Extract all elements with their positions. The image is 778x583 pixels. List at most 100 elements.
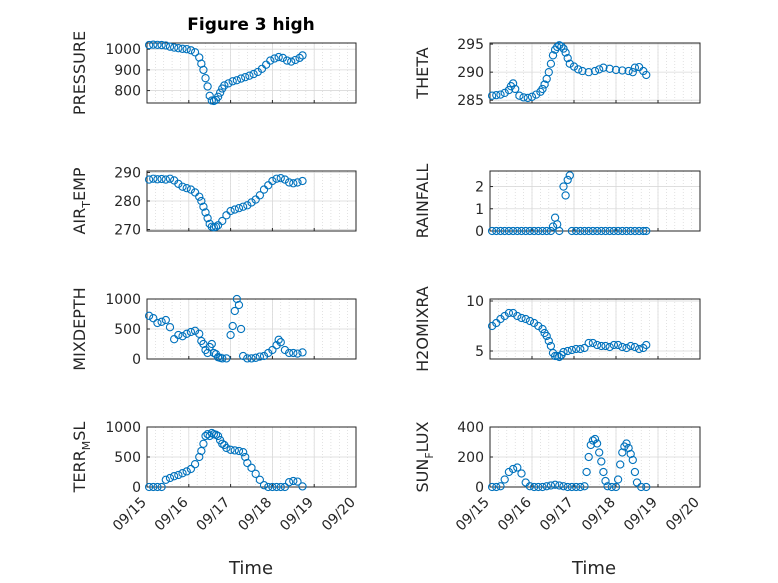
x-tick-label: 09/17 — [194, 495, 234, 535]
data-point — [289, 476, 298, 486]
data-point — [626, 449, 635, 459]
data-point — [174, 330, 183, 340]
data-point — [165, 473, 175, 483]
data-point — [546, 59, 556, 68]
data-point — [241, 72, 250, 82]
data-point — [272, 482, 281, 492]
data-point — [563, 175, 572, 185]
data-point — [613, 226, 623, 236]
data-point — [165, 174, 175, 183]
data-point — [190, 326, 200, 335]
y-tick-label: 0 — [132, 352, 141, 368]
data-point — [542, 331, 551, 341]
data-point — [599, 467, 608, 477]
data-point — [563, 346, 572, 356]
data-point — [165, 323, 175, 332]
data-point — [293, 178, 302, 187]
data-point — [605, 226, 614, 236]
data-point — [500, 311, 509, 321]
y-axis-label: MIXDEPTH — [70, 287, 89, 370]
data-point — [525, 316, 535, 326]
data-point — [251, 195, 260, 204]
data-point — [280, 345, 290, 355]
y-tick-label: 10 — [466, 294, 484, 310]
data-point — [243, 458, 252, 468]
data-point — [487, 321, 497, 331]
data-point — [186, 185, 196, 194]
y-tick-label: 1000 — [105, 420, 141, 436]
data-point — [284, 178, 294, 187]
data-point — [255, 475, 265, 484]
data-point — [149, 482, 158, 492]
data-point — [170, 472, 179, 481]
y-tick-label: 280 — [114, 194, 141, 210]
data-point — [251, 353, 260, 362]
data-point — [268, 176, 277, 186]
y-tick-label: 295 — [457, 37, 484, 53]
data-point — [153, 482, 162, 492]
data-point — [213, 431, 223, 441]
x-tick-label: 09/20 — [319, 495, 359, 535]
data-point — [599, 63, 608, 72]
data-point — [519, 93, 528, 102]
data-point — [592, 226, 602, 236]
data-point — [592, 340, 602, 350]
data-point — [550, 213, 560, 222]
data-point — [622, 439, 631, 448]
data-point — [605, 342, 614, 352]
data-point — [546, 226, 556, 236]
data-point — [487, 482, 497, 492]
data-point — [559, 44, 568, 53]
data-point — [247, 463, 256, 472]
data-point — [578, 66, 587, 76]
data-point — [628, 68, 637, 77]
data-point — [634, 344, 644, 354]
data-point — [199, 202, 208, 211]
data-point — [611, 482, 621, 492]
data-point — [513, 311, 522, 321]
x-tick-label: 09/17 — [537, 495, 577, 535]
data-point — [534, 321, 543, 331]
data-point — [293, 349, 302, 358]
data-point — [496, 482, 505, 491]
data-point — [597, 457, 606, 466]
y-tick-label: 200 — [457, 450, 484, 466]
data-point — [161, 41, 170, 50]
data-point — [496, 314, 505, 324]
data-point — [550, 351, 560, 361]
data-point — [605, 64, 614, 73]
data-point — [529, 318, 539, 328]
data-point — [521, 314, 530, 324]
data-point — [149, 314, 158, 323]
data-point — [218, 354, 227, 363]
data-point — [268, 345, 277, 355]
data-point — [230, 446, 239, 455]
data-point — [561, 48, 570, 57]
data-point — [289, 179, 298, 188]
data-point — [517, 226, 526, 236]
data-point — [266, 56, 275, 65]
data-point — [153, 40, 162, 50]
data-point — [209, 348, 219, 358]
data-point — [603, 482, 612, 491]
panel-terr_msl: 0 500 1000 09/15 09/16 09/17 09/18 09/19 09/20 TE… — [70, 420, 359, 534]
data-point — [230, 205, 239, 214]
data-point — [527, 92, 537, 101]
data-point — [513, 226, 522, 236]
data-point — [182, 45, 191, 54]
data-point — [222, 354, 231, 363]
data-point — [255, 191, 265, 200]
data-point — [272, 341, 281, 350]
data-point — [588, 436, 598, 445]
data-point — [584, 226, 593, 236]
data-point — [609, 226, 619, 236]
y-axis-label: RAINFALL — [413, 164, 432, 239]
data-point — [580, 343, 589, 353]
data-point — [492, 226, 501, 236]
data-point — [270, 54, 279, 63]
data-point — [525, 482, 535, 491]
data-point — [264, 482, 273, 492]
y-tick-label: 0 — [132, 480, 141, 496]
data-point — [257, 64, 267, 74]
data-point — [500, 475, 509, 484]
